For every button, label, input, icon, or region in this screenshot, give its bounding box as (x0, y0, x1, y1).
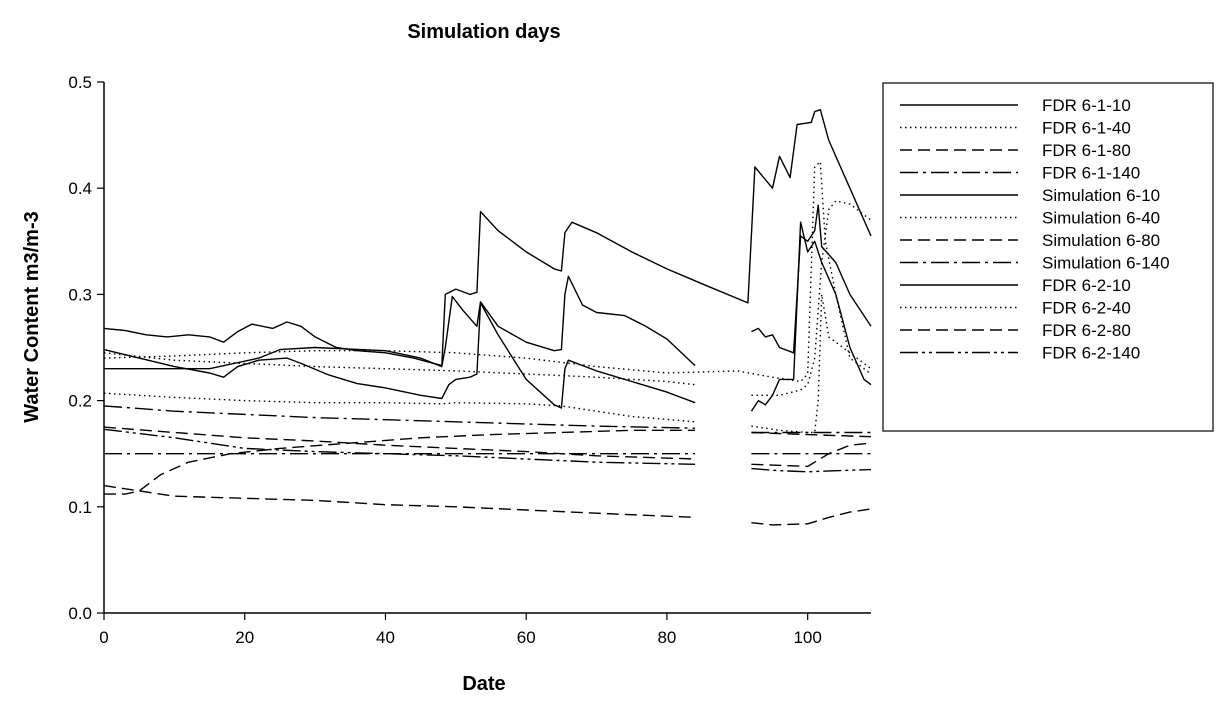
y-axis-title: Water Content m3/m-3 (21, 211, 43, 423)
y-tick-label: 0.4 (68, 179, 92, 198)
legend-label: FDR 6-1-10 (1042, 96, 1131, 115)
legend-label: Simulation 6-80 (1042, 231, 1160, 250)
legend-label: FDR 6-1-140 (1042, 164, 1140, 183)
x-axis-title: Date (462, 673, 505, 695)
x-tick-label: 0 (99, 628, 108, 647)
legend-label: Simulation 6-40 (1042, 209, 1160, 228)
legend-label: FDR 6-2-140 (1042, 344, 1140, 363)
x-tick-label: 60 (517, 628, 536, 647)
legend-label: FDR 6-1-40 (1042, 119, 1131, 138)
y-tick-label: 0.5 (68, 73, 92, 92)
y-tick-label: 0.3 (68, 285, 92, 304)
y-tick-label: 0.1 (68, 498, 92, 517)
chart-title: Simulation days (407, 21, 560, 43)
legend-label: FDR 6-2-10 (1042, 276, 1131, 295)
legend-label: Simulation 6-10 (1042, 186, 1160, 205)
legend-label: FDR 6-2-80 (1042, 321, 1131, 340)
x-tick-label: 100 (793, 628, 821, 647)
x-tick-label: 40 (376, 628, 395, 647)
x-tick-label: 20 (235, 628, 254, 647)
y-tick-label: 0.0 (68, 604, 92, 623)
legend-label: Simulation 6-140 (1042, 254, 1170, 273)
x-tick-label: 80 (657, 628, 676, 647)
y-tick-label: 0.2 (68, 392, 92, 411)
legend: FDR 6-1-10 FDR 6-1-40 FDR 6-1-80 FDR 6-1-14… (883, 83, 1213, 431)
legend-label: FDR 6-1-80 (1042, 141, 1131, 160)
legend-label: FDR 6-2-40 (1042, 299, 1131, 318)
